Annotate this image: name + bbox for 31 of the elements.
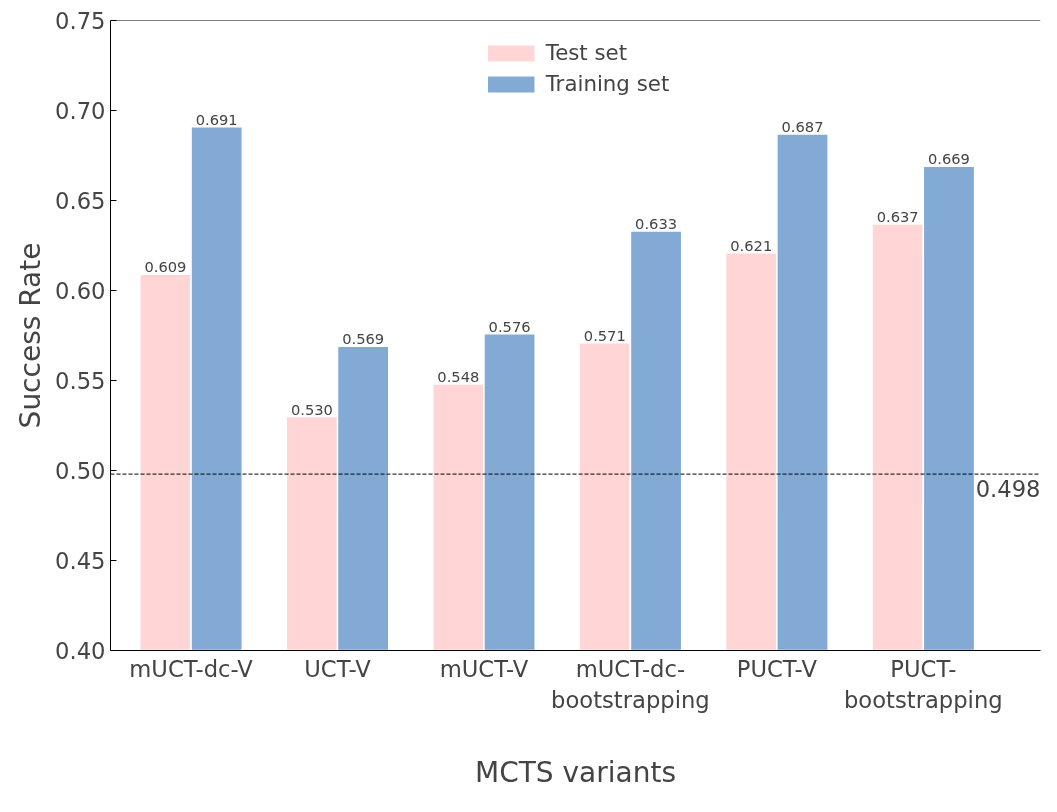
x-tick-label: mUCT-dc- bootstrapping bbox=[551, 655, 710, 713]
data-label: 0.633 bbox=[635, 215, 678, 233]
ref-line-label: 0.498 bbox=[975, 476, 1041, 503]
y-tick-label: 0.50 bbox=[55, 458, 106, 484]
data-label: 0.669 bbox=[927, 150, 970, 168]
data-label: 0.637 bbox=[876, 207, 919, 225]
y-tick-label: 0.65 bbox=[55, 188, 106, 214]
x-tick-label: mUCT-V bbox=[439, 655, 529, 682]
y-tick-label: 0.60 bbox=[55, 278, 106, 304]
data-label: 0.548 bbox=[437, 368, 480, 386]
data-label: 0.609 bbox=[144, 258, 187, 276]
x-tick-label: PUCT-V bbox=[736, 655, 818, 682]
x-tick-label: UCT-V bbox=[304, 655, 372, 682]
x-axis-title: MCTS variants bbox=[475, 755, 676, 789]
data-label: 0.576 bbox=[488, 317, 531, 335]
y-tick-label: 0.45 bbox=[55, 548, 106, 574]
legend-label: Training set bbox=[545, 71, 670, 96]
x-tick-label: mUCT-dc-V bbox=[129, 655, 254, 682]
data-label: 0.530 bbox=[290, 400, 333, 418]
y-tick-label: 0.70 bbox=[55, 98, 106, 124]
data-label: 0.569 bbox=[342, 330, 385, 348]
legend-label: Test set bbox=[545, 40, 628, 65]
data-label: 0.691 bbox=[195, 110, 238, 128]
y-tick-label: 0.75 bbox=[55, 8, 106, 34]
data-label: 0.687 bbox=[781, 117, 824, 135]
y-tick-label: 0.55 bbox=[55, 368, 106, 394]
y-axis-title: Success Rate bbox=[14, 242, 48, 429]
x-tick-label: PUCT- bootstrapping bbox=[844, 655, 1003, 713]
y-tick-label: 0.40 bbox=[55, 638, 106, 664]
data-label: 0.571 bbox=[583, 326, 626, 344]
data-label: 0.621 bbox=[730, 236, 773, 254]
